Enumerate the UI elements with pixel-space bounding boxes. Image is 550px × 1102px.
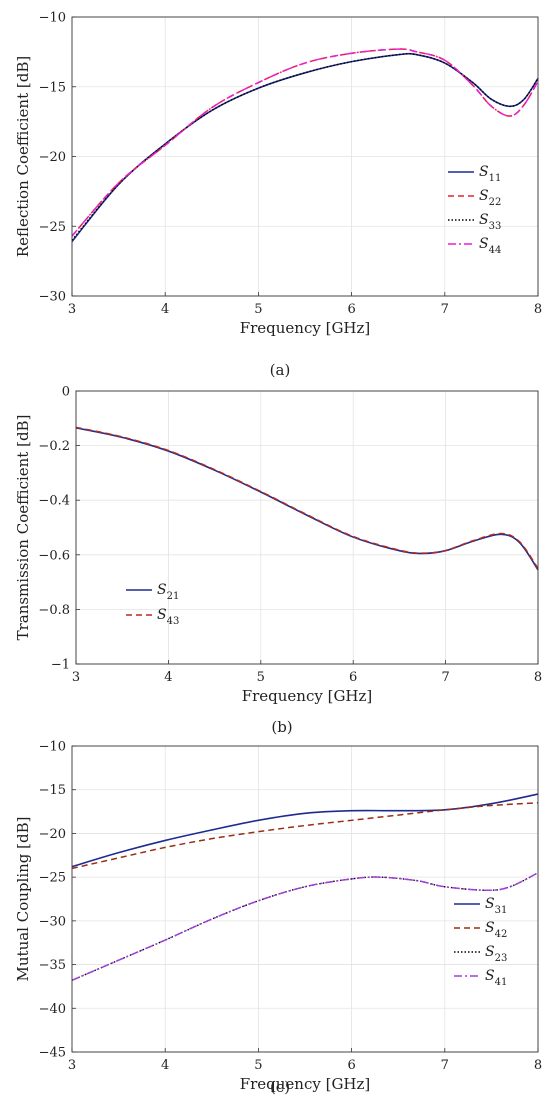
panel-caption: (c) — [270, 1078, 290, 1096]
legend-label-s11: S11 — [479, 164, 501, 184]
y-tick-label: −45 — [39, 1046, 66, 1061]
legend-label-s33: S33 — [479, 212, 501, 232]
x-axis-label: Frequency [GHz] — [240, 1075, 371, 1093]
y-tick-label: −15 — [39, 783, 66, 798]
y-tick-label: −0.4 — [38, 494, 70, 509]
x-tick-label: 7 — [441, 1058, 449, 1073]
plot-frame — [75, 390, 539, 665]
series-line-s11 — [71, 52, 539, 243]
y-tick-label: −1 — [51, 658, 70, 673]
y-tick-label: −10 — [39, 11, 66, 26]
y-axis-label: Reflection Coefficient [dB] — [14, 56, 32, 257]
legend-label-s41: S41 — [485, 968, 507, 988]
series-line-s31 — [71, 793, 539, 868]
y-tick-label: −25 — [39, 871, 66, 886]
y-tick-label: −10 — [39, 740, 66, 755]
x-tick-label: 5 — [254, 1058, 262, 1073]
y-tick-label: −15 — [39, 80, 66, 95]
legend-label-s23: S23 — [485, 944, 507, 964]
series-line-s21 — [75, 427, 539, 571]
x-tick-label: 3 — [68, 302, 76, 317]
legend-label-s44: S44 — [479, 236, 501, 256]
x-tick-label: 4 — [161, 1058, 169, 1073]
y-tick-label: −30 — [39, 914, 66, 929]
panel-caption: (a) — [270, 361, 291, 379]
chart-b: 3 4 5 6 7 8 −1 −0.8 −0.6 −0.4 −0.2 0 Frequency [GHz]… — [14, 385, 542, 737]
legend-label-s43: S43 — [157, 607, 179, 627]
series-line-s42 — [71, 802, 539, 870]
x-tick-label: 8 — [534, 670, 542, 685]
series-line-s44 — [71, 48, 539, 237]
y-tick-label: −0.8 — [38, 603, 70, 618]
legend-label-s42: S42 — [485, 920, 507, 940]
y-tick-label: −20 — [39, 150, 66, 165]
x-axis-label: Frequency [GHz] — [240, 319, 371, 337]
chart-c: 3 4 5 6 7 8 −45 −40 −35 −30 −25 −20 −15 −10 Frequency … — [14, 740, 542, 1097]
y-axis-label: Mutual Coupling [dB] — [14, 817, 32, 982]
x-tick-label: 7 — [441, 670, 449, 685]
x-tick-label: 4 — [164, 670, 172, 685]
y-tick-label: −0.6 — [38, 548, 70, 563]
legend-label-s22: S22 — [479, 188, 501, 208]
x-tick-label: 6 — [347, 302, 355, 317]
x-tick-label: 7 — [441, 302, 449, 317]
x-axis-label: Frequency [GHz] — [242, 687, 373, 705]
x-tick-label: 4 — [161, 302, 169, 317]
y-tick-label: −0.2 — [38, 439, 70, 454]
y-tick-label: −35 — [39, 958, 66, 973]
x-tick-label: 3 — [68, 1058, 76, 1073]
x-tick-label: 5 — [254, 302, 262, 317]
x-tick-label: 6 — [349, 670, 357, 685]
y-axis-label: Transmission Coefficient [dB] — [14, 415, 32, 641]
plot-frame — [71, 745, 539, 1053]
chart-a: 3 4 5 6 7 8 −30 −25 −20 −15 −10 Frequency [GHz] Refl… — [14, 11, 542, 380]
series-line-s43 — [75, 426, 539, 569]
y-tick-label: 0 — [62, 385, 70, 400]
x-tick-label: 3 — [72, 670, 80, 685]
legend-label-s31: S31 — [485, 896, 507, 916]
legend-label-s21: S21 — [157, 582, 179, 602]
series-line-s41 — [71, 872, 539, 981]
legend: S11 S22 S33 S44 — [448, 164, 501, 256]
panel-caption: (b) — [271, 718, 292, 736]
x-tick-label: 8 — [534, 1058, 542, 1073]
y-tick-label: −30 — [39, 290, 66, 305]
series-line-s22 — [71, 48, 539, 237]
y-tick-label: −40 — [39, 1002, 66, 1017]
x-tick-label: 6 — [347, 1058, 355, 1073]
y-tick-label: −20 — [39, 827, 66, 842]
y-tick-label: −25 — [39, 220, 66, 235]
x-tick-label: 8 — [534, 302, 542, 317]
x-tick-label: 5 — [257, 670, 265, 685]
legend: S31 S42 S23 S41 — [454, 896, 507, 988]
